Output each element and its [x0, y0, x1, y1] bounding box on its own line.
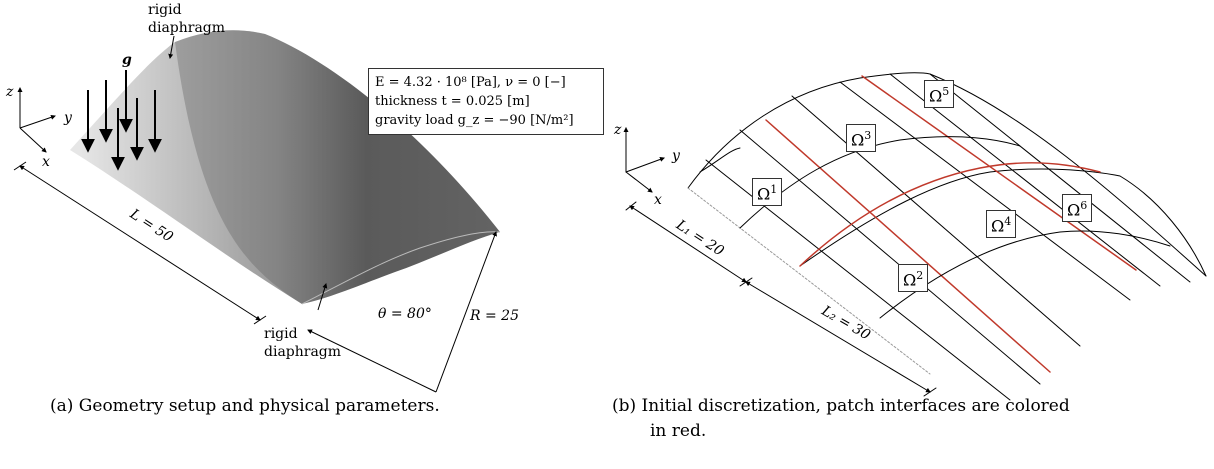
- caption-b-line1: (b) Initial discretization, patch interf…: [612, 396, 1070, 416]
- rigid-label-bottom: rigid: [264, 326, 298, 342]
- shell-surface: [70, 30, 500, 305]
- radius-label: R = 25: [469, 308, 519, 324]
- axes-b: [623, 127, 665, 193]
- rigid-label-top: rigid: [148, 2, 182, 18]
- props-line-2: thickness t = 0.025 [m]: [375, 94, 530, 109]
- axis-z-a: z: [5, 84, 14, 100]
- diaphragm-label-bottom: diaphragm: [264, 344, 341, 360]
- caption-b-line2: in red.: [650, 421, 706, 441]
- axis-x-a: x: [42, 154, 50, 170]
- gravity-symbol: g: [122, 52, 132, 68]
- shell-front-edge: [301, 231, 501, 305]
- l1-label: L₁ = 20: [672, 217, 726, 260]
- patch-label-4: Ω4: [986, 210, 1017, 239]
- dim-l1-l2: [625, 201, 937, 397]
- panel-a: z y x g rigid diaphragm rigid diaphragm …: [5, 2, 519, 416]
- shell-bottom-dotted: [687, 187, 931, 375]
- grid-long: [705, 73, 1191, 401]
- axis-z-b: z: [613, 122, 622, 138]
- props-line-3: gravity load g_z = −90 [N/m²]: [375, 113, 574, 128]
- gravity-arrows: [81, 70, 162, 171]
- interface-trans: [799, 162, 1101, 267]
- patch-label-2: Ω2: [898, 264, 929, 293]
- axis-y-a: y: [63, 110, 73, 126]
- axis-y-b: y: [671, 148, 681, 164]
- diaphragm-label-top: diaphragm: [148, 20, 225, 36]
- dim-radius: [307, 231, 497, 393]
- interfaces-long: [765, 75, 1137, 373]
- patch-label-3: Ω3: [846, 124, 877, 153]
- axis-x-b: x: [654, 192, 662, 208]
- dim-length: [13, 161, 267, 325]
- rigid-pointer-top: [168, 35, 175, 59]
- shell-front-b: [799, 168, 1207, 277]
- shell-outline-b: [687, 72, 1207, 277]
- patch-label-1: Ω1: [752, 178, 783, 207]
- grid-trans: [699, 136, 1171, 319]
- axes-a: [17, 87, 56, 153]
- props-line-1: E = 4.32 · 10⁸ [Pa], ν = 0 [−]: [375, 75, 566, 90]
- material-properties-box: E = 4.32 · 10⁸ [Pa], ν = 0 [−] thickness…: [368, 68, 604, 135]
- rigid-pointer-bottom: [317, 283, 328, 311]
- patch-label-5: Ω5: [924, 80, 955, 109]
- angle-label: θ = 80°: [378, 306, 432, 322]
- caption-a: (a) Geometry setup and physical paramete…: [50, 396, 440, 416]
- patch-label-6: Ω6: [1062, 194, 1093, 223]
- panel-b: [623, 72, 1207, 401]
